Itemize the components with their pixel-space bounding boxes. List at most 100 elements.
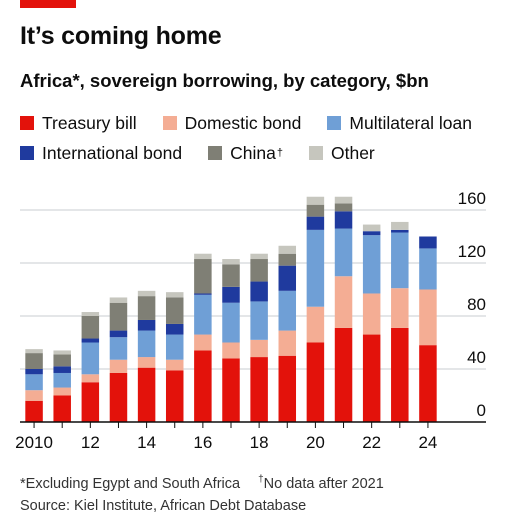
bar-segment-other: [362, 224, 381, 232]
bar-segment-multilateral-loan: [165, 334, 184, 360]
bar-segment-domestic-bond: [222, 342, 240, 359]
bar-segment-treasury-bill: [25, 400, 43, 422]
bar-segment-domestic-bond: [109, 359, 128, 373]
bar-segment-multilateral-loan: [278, 290, 297, 331]
bar-segment-domestic-bond: [419, 289, 437, 346]
bar-segment-domestic-bond: [306, 306, 325, 343]
bar-segment-treasury-bill: [419, 345, 437, 422]
bar-segment-multilateral-loan: [222, 302, 240, 343]
bar-segment-multilateral-loan: [81, 342, 100, 375]
footnote-exclusion: *Excluding Egypt and South Africa: [20, 475, 241, 492]
bar-segment-international-bond: [334, 211, 353, 229]
bar-segment-domestic-bond: [137, 357, 156, 368]
bar-segment-domestic-bond: [81, 374, 100, 383]
legend-swatch-international-bond: [20, 146, 34, 160]
bar-segment-other: [250, 253, 268, 260]
bar-segment-treasury-bill: [53, 395, 71, 422]
x-tick-label: 12: [81, 433, 100, 452]
legend-item-treasury-bill: Treasury bill: [20, 113, 137, 134]
bar-segment-china: [109, 302, 128, 331]
legend-label-multilateral-loan: Multilateral loan: [349, 112, 472, 133]
bar-segment-treasury-bill: [391, 327, 409, 422]
legend-label-other: Other: [330, 142, 375, 163]
bar-segment-multilateral-loan: [25, 374, 43, 391]
legend-row-1: Treasury bill Domestic bond Multilateral…: [20, 108, 510, 138]
bar-segment-domestic-bond: [391, 288, 409, 328]
bar-segment-international-bond: [278, 265, 297, 291]
y-tick-label: 80: [467, 295, 486, 314]
bar-segment-china: [222, 264, 240, 287]
bar-segment-china: [137, 296, 156, 320]
y-tick-label: 0: [477, 401, 486, 420]
bar-segment-other: [222, 259, 240, 265]
bar-segment-treasury-bill: [137, 367, 156, 422]
bar-segment-china: [306, 204, 325, 217]
legend-label-treasury-bill: Treasury bill: [42, 112, 137, 133]
x-tick-label: 20: [306, 433, 325, 452]
bar-segment-domestic-bond: [362, 293, 381, 335]
bar-segment-other: [278, 245, 297, 254]
legend: Treasury bill Domestic bond Multilateral…: [20, 108, 510, 168]
bar-segment-domestic-bond: [278, 330, 297, 356]
legend-swatch-treasury-bill: [20, 116, 34, 130]
bar-segment-other: [194, 253, 212, 260]
bar-segment-china: [250, 259, 268, 282]
bar-segment-international-bond: [194, 293, 212, 295]
x-tick-label: 18: [250, 433, 269, 452]
bar-segment-china: [194, 259, 212, 294]
legend-row-2: International bond China † Other: [20, 138, 510, 168]
bar-segment-china: [25, 353, 43, 369]
bar-segment-china: [278, 253, 297, 266]
bar-segment-international-bond: [306, 216, 325, 230]
bar-segment-domestic-bond: [53, 387, 71, 396]
bar-segment-international-bond: [250, 281, 268, 302]
bar-segment-treasury-bill: [362, 334, 381, 422]
x-tick-label: 16: [193, 433, 212, 452]
x-tick-label: 2010: [15, 433, 53, 452]
bar-segment-treasury-bill: [194, 350, 212, 422]
footnote-china: †No data after 2021: [258, 474, 384, 492]
legend-swatch-china: [208, 146, 223, 160]
footnote-china-mark: †: [258, 474, 264, 485]
bar-segment-treasury-bill: [306, 342, 325, 422]
bar-segment-international-bond: [25, 369, 43, 375]
bar-segment-other: [109, 297, 128, 303]
legend-item-international-bond: International bond: [20, 143, 182, 164]
bar-segment-china: [53, 354, 71, 367]
bar-segment-other: [81, 312, 100, 316]
bar-segment-international-bond: [222, 286, 240, 303]
bar-segment-domestic-bond: [25, 390, 43, 401]
bar-segment-multilateral-loan: [137, 330, 156, 358]
bar-segment-domestic-bond: [334, 276, 353, 328]
bar-segment-treasury-bill: [81, 382, 100, 422]
bar-segment-international-bond: [109, 330, 128, 338]
bar-segment-international-bond: [53, 366, 71, 373]
legend-item-domestic-bond: Domestic bond: [162, 112, 302, 134]
x-tick-label: 22: [362, 433, 381, 452]
x-tick-label: 14: [137, 433, 156, 452]
bar-segment-multilateral-loan: [391, 232, 409, 289]
bar-segment-domestic-bond: [250, 339, 268, 358]
legend-item-other: Other: [308, 142, 375, 164]
chart-title: It’s coming home: [20, 22, 222, 50]
legend-label-international-bond: International bond: [42, 142, 183, 163]
legend-item-china: China †: [208, 143, 283, 164]
bar-segment-treasury-bill: [222, 358, 240, 422]
bar-segment-international-bond: [362, 231, 381, 236]
bar-segment-international-bond: [419, 236, 437, 249]
footnote-row: *Excluding Egypt and South Africa †No da…: [20, 474, 398, 492]
bar-segment-multilateral-loan: [362, 235, 381, 294]
chart-subtitle: Africa*, sovereign borrowing, by categor…: [20, 70, 429, 91]
bar-segment-treasury-bill: [334, 327, 353, 422]
legend-swatch-other: [308, 146, 323, 160]
legend-item-multilateral-loan: Multilateral loan: [327, 113, 472, 134]
bar-segment-international-bond: [81, 338, 100, 343]
bar-segment-treasury-bill: [165, 370, 184, 422]
legend-label-domestic-bond: Domestic bond: [184, 112, 302, 133]
bar-segment-other: [306, 196, 325, 205]
bar-segment-other: [334, 196, 353, 204]
bar-segment-multilateral-loan: [109, 337, 128, 360]
legend-mark-china: †: [276, 147, 283, 159]
legend-label-china: China: [230, 142, 276, 163]
source-note: Source: Kiel Institute, African Debt Dat…: [20, 498, 307, 514]
